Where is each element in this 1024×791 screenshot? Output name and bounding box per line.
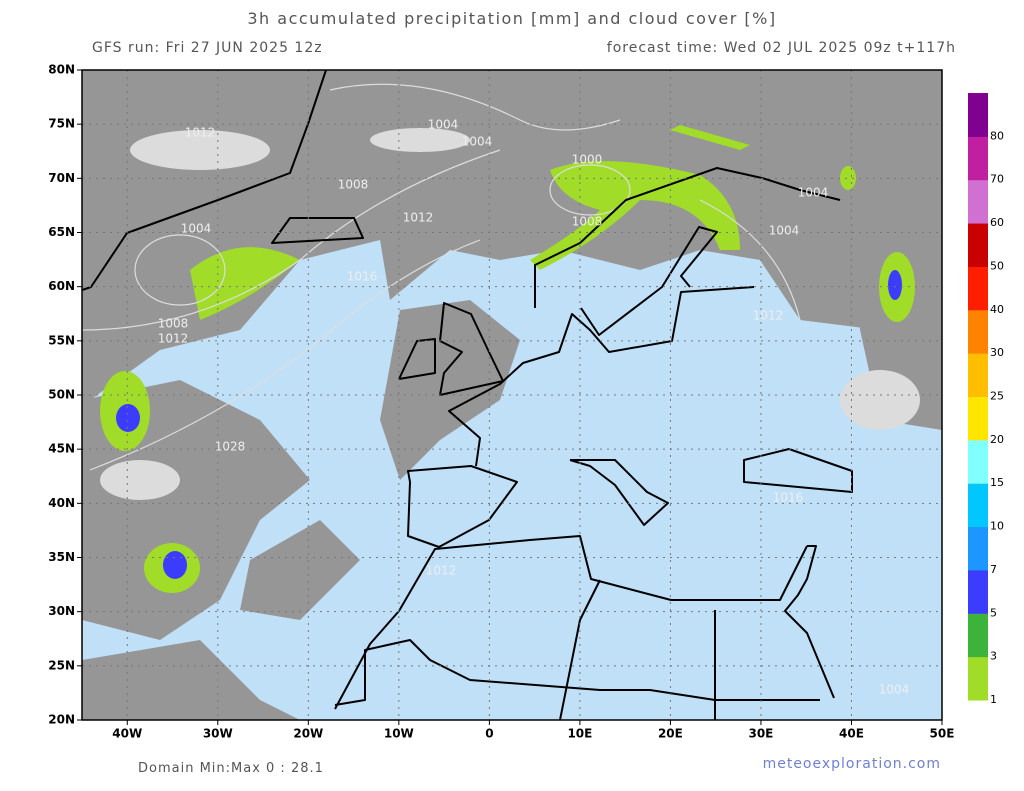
lat-tick-label: 70N [48, 171, 75, 185]
colorbar-label: 3 [990, 650, 997, 663]
colorbar-segment [968, 483, 988, 528]
colorbar-segment [968, 656, 988, 701]
isobar-label: 1012 [158, 332, 189, 346]
isobar-label: 1012 [185, 126, 216, 140]
colorbar-segment [968, 223, 988, 267]
isobar-label: 1012 [426, 564, 457, 578]
lon-tick-label: 30E [748, 727, 773, 741]
isobar-label: 1016 [773, 491, 804, 505]
isobar-label: 1004 [181, 222, 212, 236]
colorbar-label: 80 [990, 129, 1004, 142]
thin-cloud [100, 128, 920, 500]
isobar-label: 1028 [215, 440, 246, 454]
isobar-label: 1004 [462, 135, 493, 149]
isobar-label: 1004 [428, 118, 459, 132]
colorbar-segment [968, 613, 988, 658]
isobars [82, 83, 801, 471]
colorbar-label: 25 [990, 390, 1004, 403]
isobar-label: 1000 [572, 153, 603, 167]
lat-tick-label: 35N [48, 550, 75, 564]
lon-tick-label: 40W [112, 727, 142, 741]
lon-tick-label: 30W [203, 727, 233, 741]
forecast-info: forecast time: Wed 02 JUL 2025 09z t+117… [607, 40, 956, 56]
lat-tick-label: 65N [48, 225, 75, 239]
title: 3h accumulated precipitation [mm] and cl… [247, 9, 776, 28]
isobar-label: 1008 [338, 178, 369, 192]
colorbar-label: 1 [990, 693, 997, 706]
colorbar-segment [968, 179, 988, 224]
lat-tick-label: 60N [48, 279, 75, 293]
lon-tick-label: 50E [930, 727, 955, 741]
isobar-label: 1016 [347, 270, 378, 284]
colorbar-label: 5 [990, 606, 997, 619]
lat-tick-label: 40N [48, 496, 75, 510]
lon-tick-label: 10W [384, 727, 414, 741]
colorbar: 1 3 5 7 10 15 20 25 30 40 50 60 70 80 [968, 93, 1004, 706]
isobar-label: 1004 [879, 683, 910, 697]
colorbar-label: 20 [990, 433, 1004, 446]
lon-tick-label: 20E [658, 727, 683, 741]
lon-tick-label: 10E [567, 727, 592, 741]
colorbar-label: 10 [990, 520, 1004, 533]
isobar-label: 1012 [403, 211, 434, 225]
lat-tick-label: 80N [48, 63, 75, 77]
lat-tick-label: 30N [48, 604, 75, 618]
lat-tick-label: 25N [48, 658, 75, 672]
colorbar-segment [968, 136, 988, 181]
isobar-label: 1004 [798, 186, 829, 200]
colorbar-label: 70 [990, 173, 1004, 186]
colorbar-segment [968, 266, 988, 311]
run-info: GFS run: Fri 27 JUN 2025 12z [92, 40, 323, 56]
isobar-label: 1008 [572, 215, 603, 229]
coastlines [82, 70, 853, 720]
lon-tick-label: 20W [293, 727, 323, 741]
map-area [82, 70, 942, 720]
colorbar-segment [968, 353, 988, 397]
credit: meteoexploration.com [763, 756, 941, 772]
lat-tick-label: 55N [48, 333, 75, 347]
lon-tick-label: 40E [839, 727, 864, 741]
lon-tick-label: 0 [485, 727, 493, 741]
colorbar-label: 60 [990, 216, 1004, 229]
colorbar-segment [968, 569, 988, 614]
colorbar-label: 7 [990, 563, 997, 576]
colorbar-segment [968, 526, 988, 571]
isobar-label: 1004 [769, 224, 800, 238]
colorbar-label: 50 [990, 259, 1004, 272]
domain-minmax: Domain Min:Max 0 : 28.1 [138, 761, 324, 776]
colorbar-segment [968, 396, 988, 441]
lat-tick-label: 20N [48, 713, 75, 727]
colorbar-segment [968, 439, 988, 484]
lat-tick-label: 75N [48, 117, 75, 131]
colorbar-segment [968, 93, 988, 137]
colorbar-label: 30 [990, 346, 1004, 359]
isobar-label: 1008 [158, 317, 189, 331]
isobar-label: 1012 [753, 309, 784, 323]
lat-tick-label: 50N [48, 388, 75, 402]
colorbar-label: 40 [990, 303, 1004, 316]
colorbar-segment [968, 309, 988, 354]
colorbar-label: 15 [990, 476, 1004, 489]
lat-tick-label: 45N [48, 442, 75, 456]
axis-ticks: 40W 30W 20W 10W 0 10E 20E 30E 40E 50E 20N 25N 30N 35N… [48, 63, 954, 741]
